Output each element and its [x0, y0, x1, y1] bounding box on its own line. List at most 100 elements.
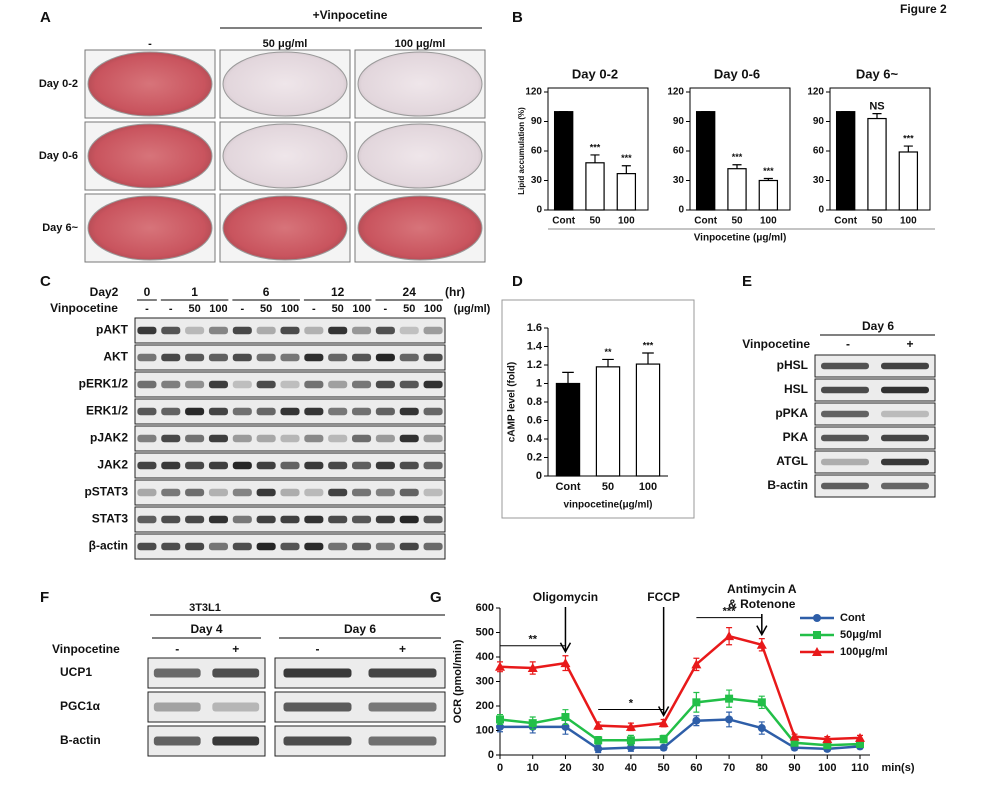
x-tick-label: 0 [497, 762, 503, 774]
series-line [499, 634, 861, 741]
y-axis-label: cAMP level (fold) [507, 362, 518, 442]
blot-band [423, 434, 443, 443]
blot-band [352, 515, 372, 524]
blot-band [232, 353, 252, 362]
row-label: Day 6~ [42, 222, 78, 234]
blot-band [375, 380, 395, 389]
panel-frame [501, 299, 695, 519]
legend-label: 50μg/ml [840, 629, 882, 641]
blot-band [208, 515, 228, 524]
blot-band [881, 410, 929, 418]
error-bar [642, 352, 654, 365]
blot-band [256, 461, 276, 470]
blot-band [161, 515, 181, 524]
blot-band [256, 407, 276, 416]
blot-band [185, 380, 205, 389]
blot-band [161, 434, 181, 443]
blot-band [232, 488, 252, 497]
blot-band [137, 488, 157, 497]
dose-label: 100 [209, 303, 227, 315]
bar [616, 173, 637, 211]
blot-band [399, 461, 419, 470]
column-label: 100 μg/ml [395, 38, 446, 50]
data-point [789, 731, 800, 741]
blot-band [185, 353, 205, 362]
row-label: ATGL [776, 454, 808, 468]
blot-band [137, 434, 157, 443]
dish [87, 195, 213, 261]
blot-band [881, 458, 929, 466]
blot-strip [814, 426, 936, 450]
significance: NS [869, 101, 884, 113]
blot-band [161, 326, 181, 335]
series-line [500, 718, 861, 751]
blot-band [256, 434, 276, 443]
blot-band [280, 353, 300, 362]
bar [553, 111, 574, 211]
data-point [692, 716, 701, 725]
blot-band [821, 410, 869, 418]
y-tick-label: 30 [673, 175, 685, 186]
y-tick-label: 200 [476, 700, 494, 712]
y-tick-label: 60 [531, 146, 543, 157]
error-bar [602, 358, 614, 367]
time-label: 0 [144, 285, 151, 299]
blot-band [137, 353, 157, 362]
blot-band [423, 515, 443, 524]
blot-band [375, 461, 395, 470]
blot-band [328, 461, 348, 470]
blot-band [352, 461, 372, 470]
lane-label: - [846, 337, 850, 351]
blot-band [256, 515, 276, 524]
blot-band [185, 326, 205, 335]
dose-unit: (μg/ml) [454, 303, 491, 315]
blot-band [375, 542, 395, 551]
x-tick-label: Cont [552, 216, 575, 227]
blot-band [328, 380, 348, 389]
data-point [625, 721, 636, 731]
x-tick-label: 100 [900, 216, 917, 227]
row-label: B-actin [767, 478, 808, 492]
data-point [528, 719, 537, 728]
data-point [725, 715, 734, 724]
data-point [594, 736, 603, 745]
data-point [594, 744, 603, 753]
error-bar [621, 165, 631, 174]
lane-label: + [399, 642, 406, 656]
data-point [659, 743, 668, 752]
blot-band [232, 407, 252, 416]
treatment-label: Vinpocetine [50, 301, 118, 315]
panel-label: C [40, 273, 51, 290]
x-tick-label: 100 [760, 216, 777, 227]
blot-band [280, 461, 300, 470]
blot-band [283, 702, 352, 712]
day-label: Day 6 [344, 622, 376, 636]
blot-band [399, 353, 419, 362]
blot-band [161, 542, 181, 551]
blot-band [256, 353, 276, 362]
blot-band [212, 702, 260, 712]
x-tick-label: 50 [871, 216, 883, 227]
blot-band [821, 386, 869, 394]
blot-band [328, 488, 348, 497]
blot-band [304, 515, 324, 524]
blot-band [375, 434, 395, 443]
blot-band [304, 353, 324, 362]
blot-band [328, 515, 348, 524]
data-point [813, 631, 821, 639]
day-label: Day 6 [862, 319, 894, 333]
dose-label: - [312, 303, 316, 315]
blot-band [137, 461, 157, 470]
x-axis-label: Vinpocetine (μg/ml) [694, 233, 787, 244]
blot-band [328, 326, 348, 335]
dose-label: 50 [188, 303, 200, 315]
dish [87, 123, 213, 189]
data-point [756, 639, 767, 649]
y-tick-label: 600 [476, 602, 494, 614]
dish [222, 51, 348, 117]
lane-label: - [316, 642, 320, 656]
blot-band [137, 407, 157, 416]
blot-band [328, 353, 348, 362]
lane-label: + [232, 642, 239, 656]
blot-band [232, 515, 252, 524]
